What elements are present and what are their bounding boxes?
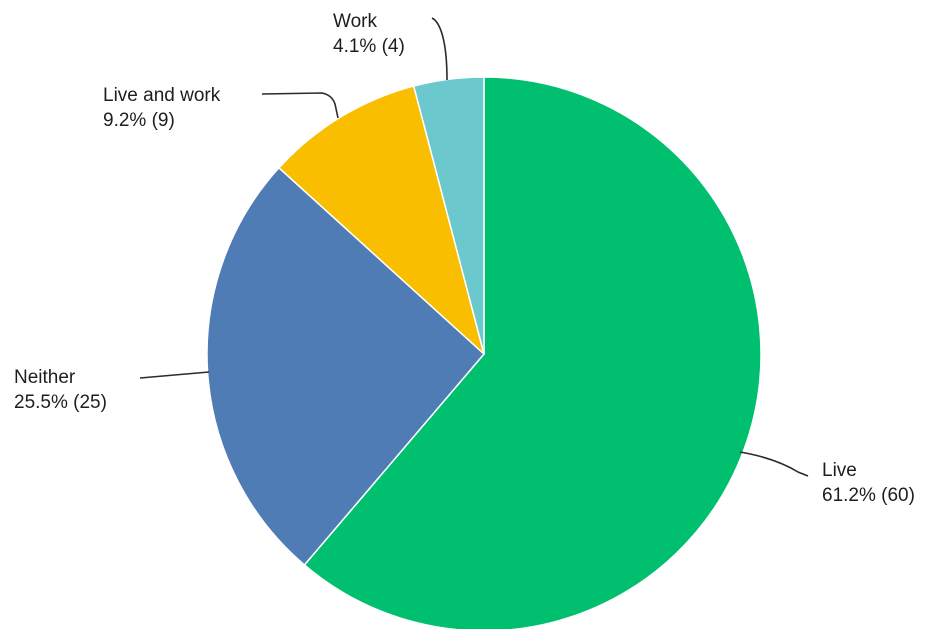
slice-label-work: Work 4.1% (4) [333, 9, 405, 59]
slice-label-neither: Neither 25.5% (25) [14, 365, 107, 415]
slice-label-name: Neither [14, 367, 76, 388]
leader-line-live [739, 451, 809, 477]
slice-label-value: 9.2% (9) [103, 110, 175, 131]
leader-line-work [431, 17, 448, 81]
slice-label-value: 61.2% (60) [822, 485, 915, 506]
leader-line-neither [139, 371, 210, 379]
slice-label-name: Work [333, 11, 377, 32]
slice-label-name: Live and work [103, 85, 221, 106]
slice-label-value: 25.5% (25) [14, 392, 107, 413]
slice-label-live-and-work: Live and work 9.2% (9) [103, 83, 220, 133]
slice-label-live: Live 61.2% (60) [822, 458, 915, 508]
leader-line-live-and-work [261, 92, 339, 119]
slice-label-value: 4.1% (4) [333, 36, 405, 57]
pie-slice-live-and-work [278, 85, 485, 355]
pie-slice-work [412, 76, 485, 355]
slice-label-name: Live [822, 460, 857, 481]
